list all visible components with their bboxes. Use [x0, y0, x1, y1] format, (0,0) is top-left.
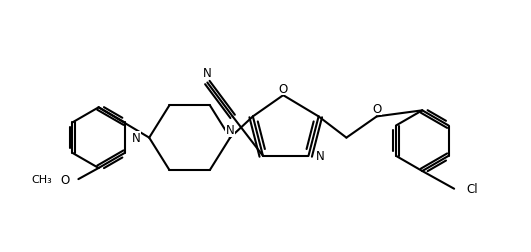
Text: N: N	[203, 67, 212, 80]
Text: CH₃: CH₃	[31, 174, 52, 184]
Text: N: N	[316, 150, 325, 163]
Text: O: O	[372, 102, 381, 115]
Text: N: N	[226, 123, 235, 137]
Text: O: O	[60, 173, 69, 186]
Text: N: N	[132, 132, 141, 145]
Text: O: O	[279, 82, 288, 95]
Text: Cl: Cl	[467, 182, 478, 196]
